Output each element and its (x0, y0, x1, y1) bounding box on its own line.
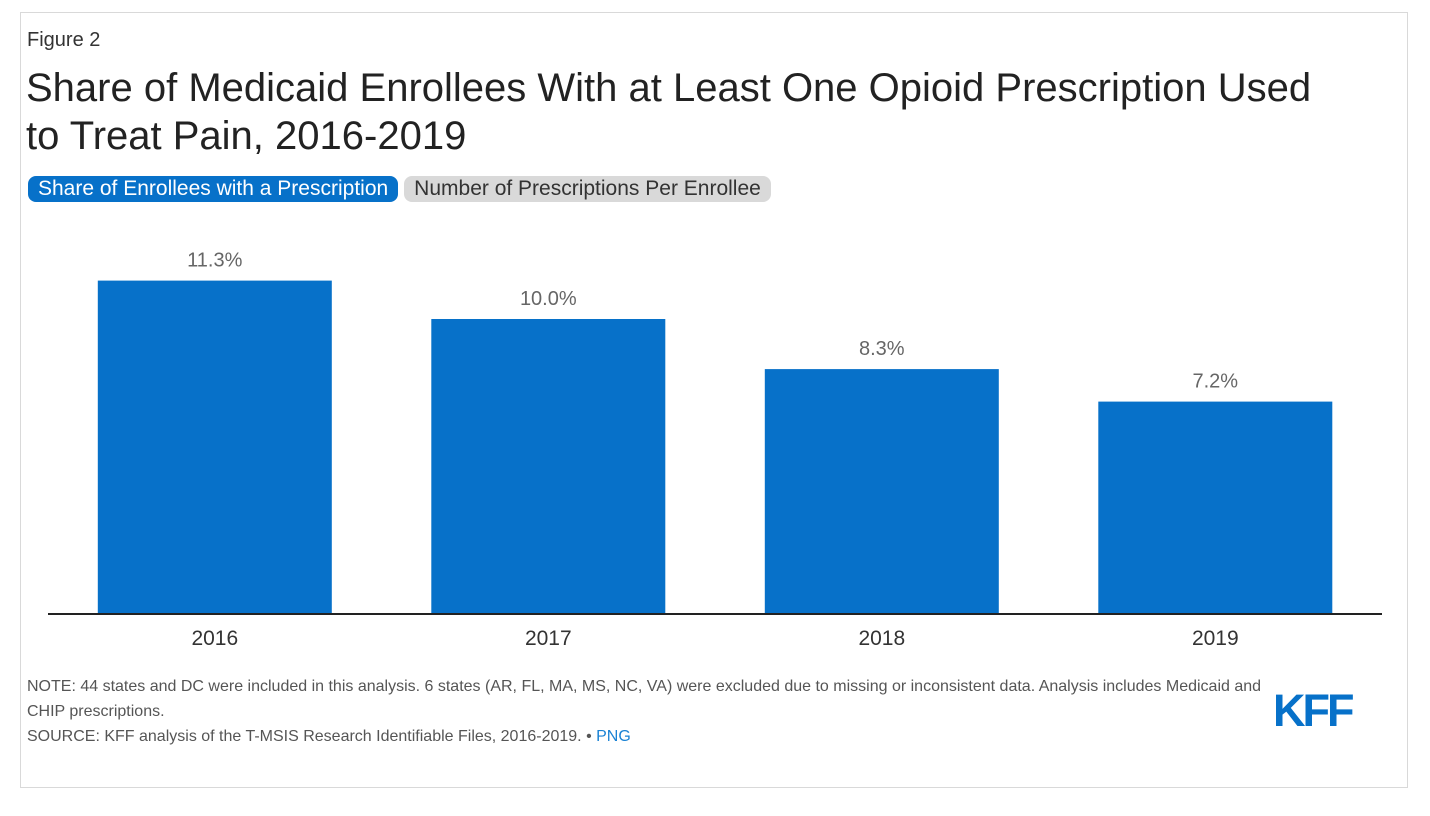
data-label-2019: 7.2% (1193, 371, 1239, 393)
data-label-2018: 8.3% (859, 338, 905, 360)
note-text: NOTE: 44 states and DC were included in … (27, 678, 1262, 720)
x-tick-label-2016: 2016 (191, 627, 238, 650)
bar-2017[interactable] (431, 319, 666, 614)
png-link[interactable]: PNG (596, 728, 631, 745)
tab-prescriptions-per-enrollee[interactable]: Number of Prescriptions Per Enrollee (404, 176, 771, 202)
data-label-2017: 10.0% (520, 288, 577, 310)
data-label-2016: 11.3% (187, 250, 242, 272)
tab-share-of-enrollees[interactable]: Share of Enrollees with a Prescription (28, 176, 399, 202)
source-line: SOURCE: KFF analysis of the T-MSIS Resea… (27, 724, 1277, 749)
chart-tabs: Share of Enrollees with a Prescription N… (28, 176, 771, 202)
figure-label: Figure 2 (27, 29, 101, 51)
bar-2018[interactable] (764, 369, 999, 614)
kff-logo: KFF (1273, 685, 1355, 736)
x-tick-label-2017: 2017 (525, 627, 572, 650)
bar-2016[interactable] (97, 280, 332, 614)
chart-title: Share of Medicaid Enrollees With at Leas… (26, 66, 1312, 158)
bar-chart: 11.3% 2016 10.0% 2017 8.3% 2018 7.2% 2019 (48, 250, 1382, 650)
x-tick-label-2019: 2019 (1192, 627, 1239, 650)
bar-2019[interactable] (1098, 401, 1333, 614)
notes: NOTE: 44 states and DC were included in … (27, 674, 1277, 749)
x-tick-label-2018: 2018 (858, 627, 905, 650)
source-text: SOURCE: KFF analysis of the T-MSIS Resea… (27, 728, 597, 745)
